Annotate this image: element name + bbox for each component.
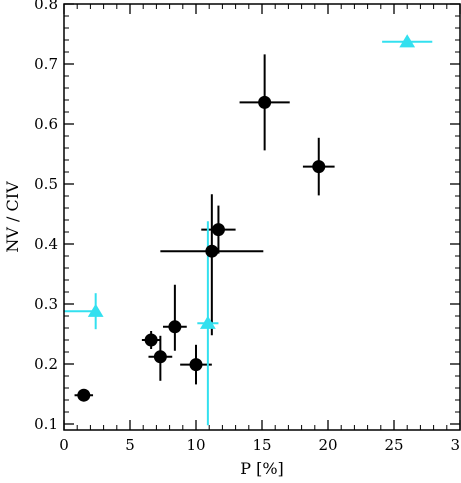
circle-data-point bbox=[153, 350, 167, 364]
x-tick-label: 25 bbox=[384, 436, 403, 454]
y-tick-label: 0.7 bbox=[34, 55, 58, 73]
x-tick-label: 5 bbox=[125, 436, 135, 454]
y-tick-label: 0.5 bbox=[34, 175, 58, 193]
circle-data-point bbox=[189, 358, 203, 372]
y-tick-label: 0.4 bbox=[34, 235, 58, 253]
y-axis-label: NV / CIV bbox=[3, 181, 22, 253]
circle-data-point bbox=[168, 320, 182, 334]
x-tick-label: 0 bbox=[59, 436, 69, 454]
triangle-data-point bbox=[200, 315, 216, 329]
plot-frame bbox=[63, 3, 461, 431]
x-tick-label: 10 bbox=[186, 436, 205, 454]
triangle-data-point bbox=[87, 303, 104, 317]
circle-data-point bbox=[144, 333, 158, 347]
circle-data-point bbox=[211, 223, 225, 237]
circle-data-point bbox=[205, 244, 219, 258]
y-tick-label: 0.2 bbox=[34, 355, 58, 373]
circle-data-point bbox=[77, 388, 91, 402]
y-tick-label: 0.3 bbox=[34, 295, 58, 313]
error-bars bbox=[64, 40, 433, 426]
circle-data-point bbox=[258, 95, 272, 109]
triangle-data-point bbox=[399, 34, 416, 48]
x-tick-label: 15 bbox=[252, 436, 271, 454]
tick-marks bbox=[63, 3, 461, 430]
y-tick-label: 0.1 bbox=[34, 415, 58, 433]
y-tick-label: 0.8 bbox=[34, 0, 58, 13]
x-tick-label: 30 bbox=[450, 436, 461, 454]
circle-data-point bbox=[312, 160, 326, 174]
data-markers bbox=[77, 34, 416, 402]
tick-labels: 0 5 10 15 20 25 30 0.1 0.2 0.3 0.4 0.5 0.6 0.7 0.8 bbox=[34, 0, 461, 454]
x-tick-label: 20 bbox=[318, 436, 337, 454]
x-axis-label: P [%] bbox=[240, 459, 284, 478]
y-tick-label: 0.6 bbox=[34, 115, 58, 133]
